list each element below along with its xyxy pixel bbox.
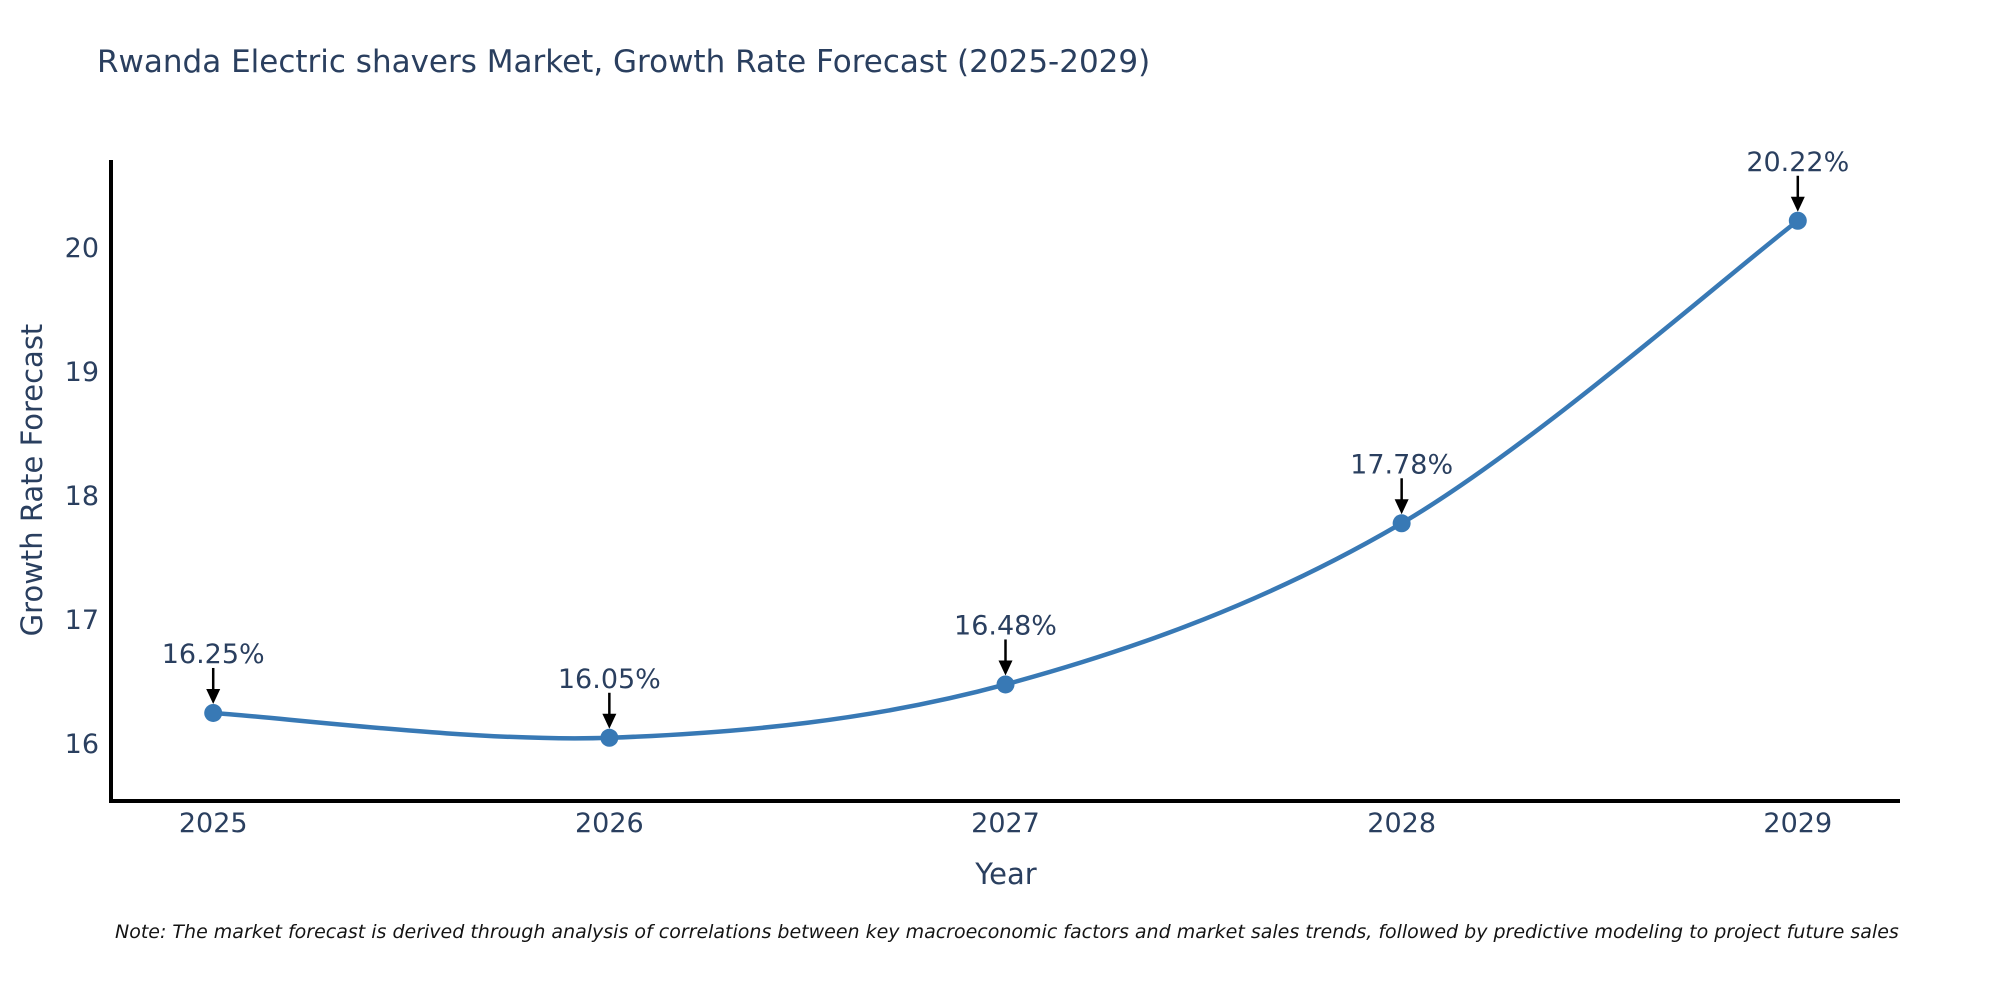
data-point-2027[interactable] — [996, 675, 1015, 694]
x-tick-label-2027: 2027 — [971, 808, 1040, 839]
y-tick-label-18: 18 — [65, 481, 99, 512]
data-point-2025[interactable] — [204, 703, 223, 722]
footnote: Note: The market forecast is derived thr… — [115, 921, 1899, 943]
annotation-label-2027: 16.48% — [954, 610, 1057, 641]
annotation-arrowhead-2027 — [998, 660, 1013, 676]
y-tick-label-17: 17 — [65, 605, 99, 636]
y-tick-label-19: 19 — [65, 357, 99, 388]
trend-line — [210, 218, 1801, 741]
x-tick-label-2025: 2025 — [179, 808, 248, 839]
data-point-2026[interactable] — [600, 728, 619, 747]
chart-title: Rwanda Electric shavers Market, Growth R… — [97, 44, 1151, 80]
annotation-arrowhead-2026 — [602, 713, 617, 729]
annotation-label-2026: 16.05% — [558, 664, 661, 695]
x-tick-label-2029: 2029 — [1763, 808, 1832, 839]
x-axis-title: Year — [975, 857, 1037, 891]
x-tick-label-2028: 2028 — [1367, 808, 1436, 839]
annotation-arrowhead-2029 — [1790, 196, 1805, 212]
annotation-label-2029: 20.22% — [1746, 147, 1849, 178]
annotation-arrowhead-2028 — [1394, 499, 1409, 515]
y-tick-label-16: 16 — [65, 729, 99, 760]
annotation-arrowhead-2025 — [206, 688, 221, 704]
data-point-2028[interactable] — [1392, 514, 1411, 533]
x-tick-label-2026: 2026 — [575, 808, 644, 839]
annotation-label-2025: 16.25% — [162, 639, 265, 670]
annotation-label-2028: 17.78% — [1350, 449, 1453, 480]
y-tick-label-20: 20 — [65, 233, 99, 264]
data-point-2029[interactable] — [1788, 211, 1807, 230]
